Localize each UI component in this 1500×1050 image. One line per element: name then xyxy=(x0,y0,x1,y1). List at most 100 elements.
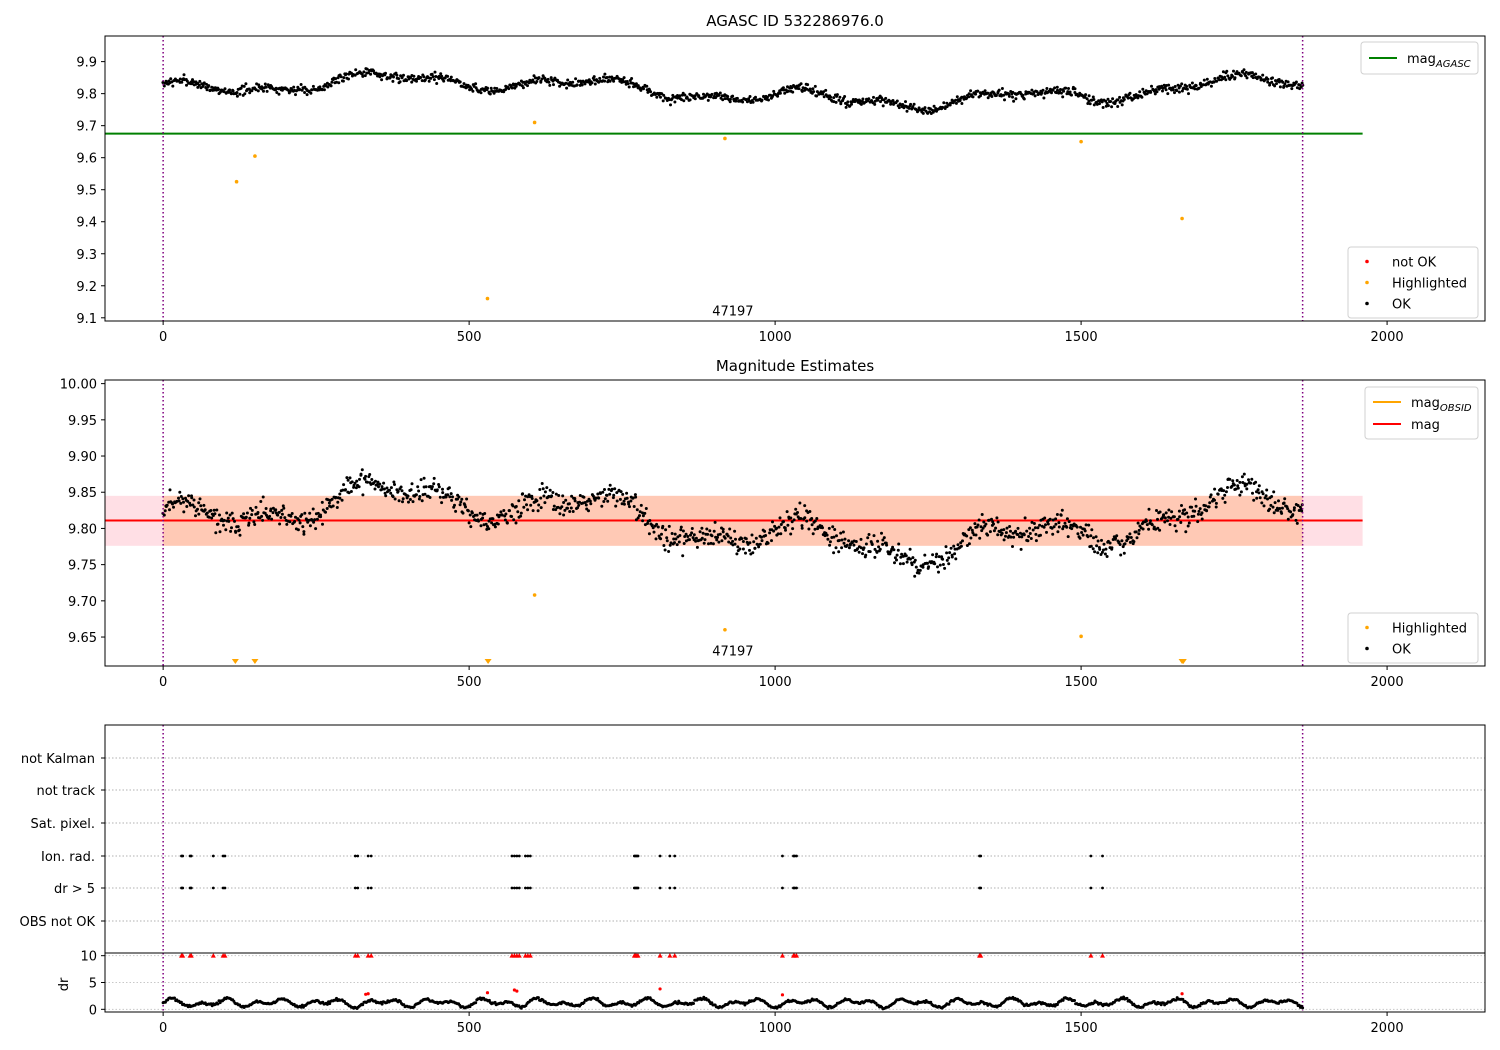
ok-point xyxy=(382,481,386,485)
ok-point xyxy=(726,95,730,98)
ok-point xyxy=(1259,78,1263,82)
dr-point xyxy=(742,1001,746,1005)
ok-point xyxy=(1167,508,1171,512)
ok-point xyxy=(296,528,300,532)
ok-point xyxy=(1250,71,1254,75)
ok-point xyxy=(256,511,260,514)
ok-point xyxy=(744,98,748,101)
ok-point xyxy=(632,505,636,508)
ok-point xyxy=(261,518,265,522)
ok-point xyxy=(600,504,604,508)
ok-point xyxy=(741,100,745,104)
ok-point xyxy=(363,74,367,78)
ok-point xyxy=(342,483,346,487)
flag-event-point xyxy=(517,886,521,890)
ok-point xyxy=(584,503,588,507)
ok-point xyxy=(1231,479,1235,483)
flag-event-point xyxy=(979,886,983,890)
flag-event-point xyxy=(1101,886,1104,890)
ok-point xyxy=(1193,509,1197,513)
dr-capped-marker xyxy=(667,953,673,958)
ok-point xyxy=(1294,518,1298,522)
ok-point xyxy=(840,546,844,550)
ok-point xyxy=(346,478,350,482)
ok-point xyxy=(947,562,951,566)
flag-event-point xyxy=(781,886,784,890)
ok-point xyxy=(186,499,190,503)
flag-event-point xyxy=(658,886,662,890)
ok-point xyxy=(815,517,819,520)
ok-point xyxy=(264,507,268,510)
panel-flags: not Kalman not track Sat. pixel. Ion. rad. d… xyxy=(20,724,1486,1012)
ok-point xyxy=(207,515,211,519)
ok-point xyxy=(250,508,254,512)
x-tick-label: 1000 xyxy=(759,1021,792,1036)
ok-point xyxy=(451,495,454,499)
ok-point xyxy=(1173,524,1177,528)
ok-point xyxy=(1110,105,1114,109)
flag-event-point xyxy=(189,886,193,890)
ok-point xyxy=(891,545,895,549)
ok-point xyxy=(231,517,235,521)
ok-point xyxy=(608,492,612,496)
ok-point xyxy=(1012,535,1016,539)
ok-point xyxy=(895,553,899,557)
ok-point xyxy=(243,92,247,96)
ok-point xyxy=(834,546,838,550)
ok-point xyxy=(1079,525,1082,529)
ok-point xyxy=(675,543,679,547)
y-ytick-label: 9.3 xyxy=(76,248,97,263)
flag-event-point xyxy=(636,854,640,858)
ok-point xyxy=(1247,478,1250,482)
ok-point xyxy=(428,496,432,499)
ok-point xyxy=(1052,525,1056,529)
ok-point xyxy=(789,516,793,520)
ok-point xyxy=(834,100,838,104)
ok-point xyxy=(182,510,186,514)
ok-point xyxy=(312,520,316,524)
ok-point xyxy=(353,481,357,485)
ok-point xyxy=(580,83,584,87)
ok-point xyxy=(970,528,974,532)
ok-point xyxy=(1087,523,1091,527)
ok-point xyxy=(799,82,803,86)
ok-point xyxy=(1179,521,1183,524)
ok-point xyxy=(412,74,416,78)
ok-point xyxy=(228,513,232,517)
flag-event-point xyxy=(979,854,983,858)
ok-point xyxy=(917,571,921,575)
ok-point xyxy=(813,84,817,88)
ok-point xyxy=(1034,539,1038,543)
ok-point xyxy=(828,543,832,547)
dr-point xyxy=(361,1003,365,1007)
ok-point xyxy=(165,503,169,507)
ok-point xyxy=(900,552,904,556)
ok-point xyxy=(832,535,836,539)
ok-point xyxy=(593,82,597,86)
ok-point xyxy=(1176,83,1180,87)
ok-point xyxy=(264,85,268,89)
ok-point xyxy=(873,547,877,551)
ok-point xyxy=(1084,523,1088,527)
ok-point xyxy=(519,514,523,518)
ok-point xyxy=(872,95,875,99)
ok-point xyxy=(602,500,606,503)
ok-point xyxy=(378,482,382,486)
ok-point xyxy=(462,82,466,86)
ok-point xyxy=(965,96,969,100)
ok-point xyxy=(937,570,940,574)
ok-point xyxy=(203,508,207,512)
ok-point xyxy=(608,75,612,79)
dr-not-ok-point xyxy=(515,989,519,993)
ok-point xyxy=(449,79,453,83)
ok-point xyxy=(384,494,388,498)
ok-point xyxy=(308,524,312,528)
ok-point xyxy=(996,520,1000,524)
ok-point xyxy=(1054,91,1058,95)
ok-point xyxy=(661,99,665,103)
ok-point xyxy=(514,84,518,88)
flag-event-point xyxy=(528,854,532,858)
ok-point xyxy=(1214,505,1218,509)
ok-point xyxy=(583,501,587,504)
ok-point xyxy=(615,491,619,495)
